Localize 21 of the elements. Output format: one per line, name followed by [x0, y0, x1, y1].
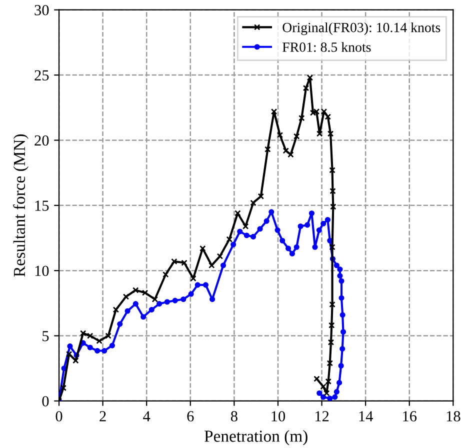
y-tick-label: 0 [42, 396, 49, 406]
x-tick-label: 4 [143, 411, 150, 422]
x-tick-label: 8 [230, 411, 238, 422]
x-tick-label: 2 [100, 411, 106, 422]
x-tick-label: 0 [56, 411, 62, 422]
legend-label: FR01: 8.5 knots [282, 42, 371, 52]
y-tick-label: 20 [34, 135, 49, 146]
x-tick-label: 18 [446, 411, 460, 422]
x-tick-label: 10 [272, 411, 286, 422]
x-tick-label: 6 [187, 411, 194, 422]
y-tick-label: 25 [34, 70, 49, 80]
x-tick-label: 14 [359, 411, 373, 422]
x-tick-label: 12 [315, 411, 329, 422]
y-tick-label: 15 [35, 200, 49, 211]
y-tick-label: 5 [42, 331, 49, 342]
x-axis-title: Penetration (m) [204, 430, 308, 446]
y-tick-label: 30 [34, 4, 49, 16]
y-tick-label: 10 [35, 266, 49, 276]
x-tick-label: 16 [403, 411, 417, 422]
y-axis-title: Resultant force (MN) [13, 134, 28, 277]
legend-label: Original(FR03): 10.14 knots [282, 22, 440, 36]
